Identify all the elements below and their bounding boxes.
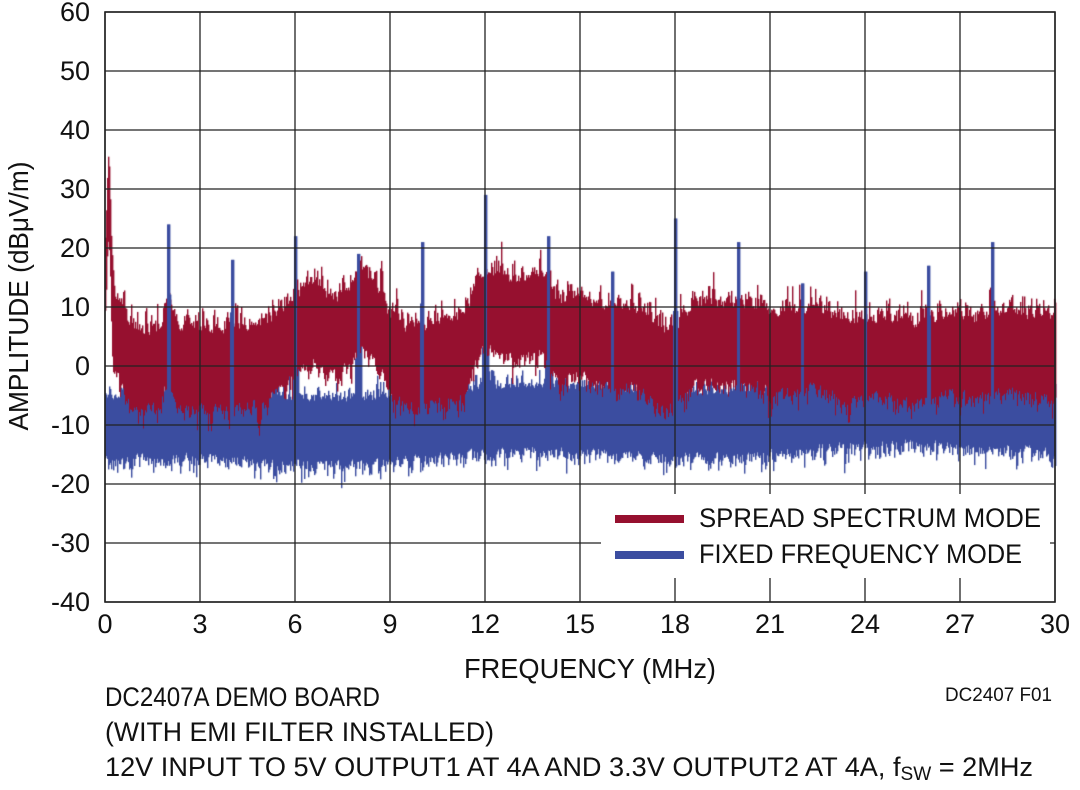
svg-text:AMPLITUDE (dBμV/m): AMPLITUDE (dBμV/m) xyxy=(3,162,34,431)
svg-text:24: 24 xyxy=(850,609,880,639)
svg-text:18: 18 xyxy=(660,609,690,639)
svg-text:-20: -20 xyxy=(51,469,90,499)
svg-text:40: 40 xyxy=(60,115,90,145)
svg-text:60: 60 xyxy=(60,0,90,27)
svg-text:30: 30 xyxy=(60,174,90,204)
svg-text:12V INPUT TO 5V OUTPUT1 AT 4A: 12V INPUT TO 5V OUTPUT1 AT 4A AND 3.3V O… xyxy=(105,752,1033,785)
svg-text:(WITH EMI FILTER INSTALLED): (WITH EMI FILTER INSTALLED) xyxy=(105,717,494,747)
svg-text:9: 9 xyxy=(382,609,397,639)
svg-text:6: 6 xyxy=(287,609,302,639)
svg-text:20: 20 xyxy=(60,233,90,263)
svg-text:15: 15 xyxy=(565,609,595,639)
svg-text:0: 0 xyxy=(75,351,90,381)
svg-text:DC2407 F01: DC2407 F01 xyxy=(945,685,1052,706)
svg-text:30: 30 xyxy=(1040,609,1070,639)
svg-text:3: 3 xyxy=(192,609,207,639)
svg-text:10: 10 xyxy=(60,292,90,322)
svg-text:FIXED FREQUENCY MODE: FIXED FREQUENCY MODE xyxy=(699,539,1022,569)
svg-text:27: 27 xyxy=(945,609,975,639)
svg-text:-30: -30 xyxy=(51,528,90,558)
svg-text:0: 0 xyxy=(97,609,112,639)
svg-text:50: 50 xyxy=(60,56,90,86)
svg-text:FREQUENCY (MHz): FREQUENCY (MHz) xyxy=(464,653,716,684)
svg-text:21: 21 xyxy=(755,609,785,639)
svg-text:12: 12 xyxy=(470,609,500,639)
svg-text:DC2407A DEMO BOARD: DC2407A DEMO BOARD xyxy=(105,682,380,712)
svg-text:-40: -40 xyxy=(51,587,90,617)
svg-text:-10: -10 xyxy=(51,410,90,440)
svg-text:SPREAD SPECTRUM MODE: SPREAD SPECTRUM MODE xyxy=(699,503,1041,533)
